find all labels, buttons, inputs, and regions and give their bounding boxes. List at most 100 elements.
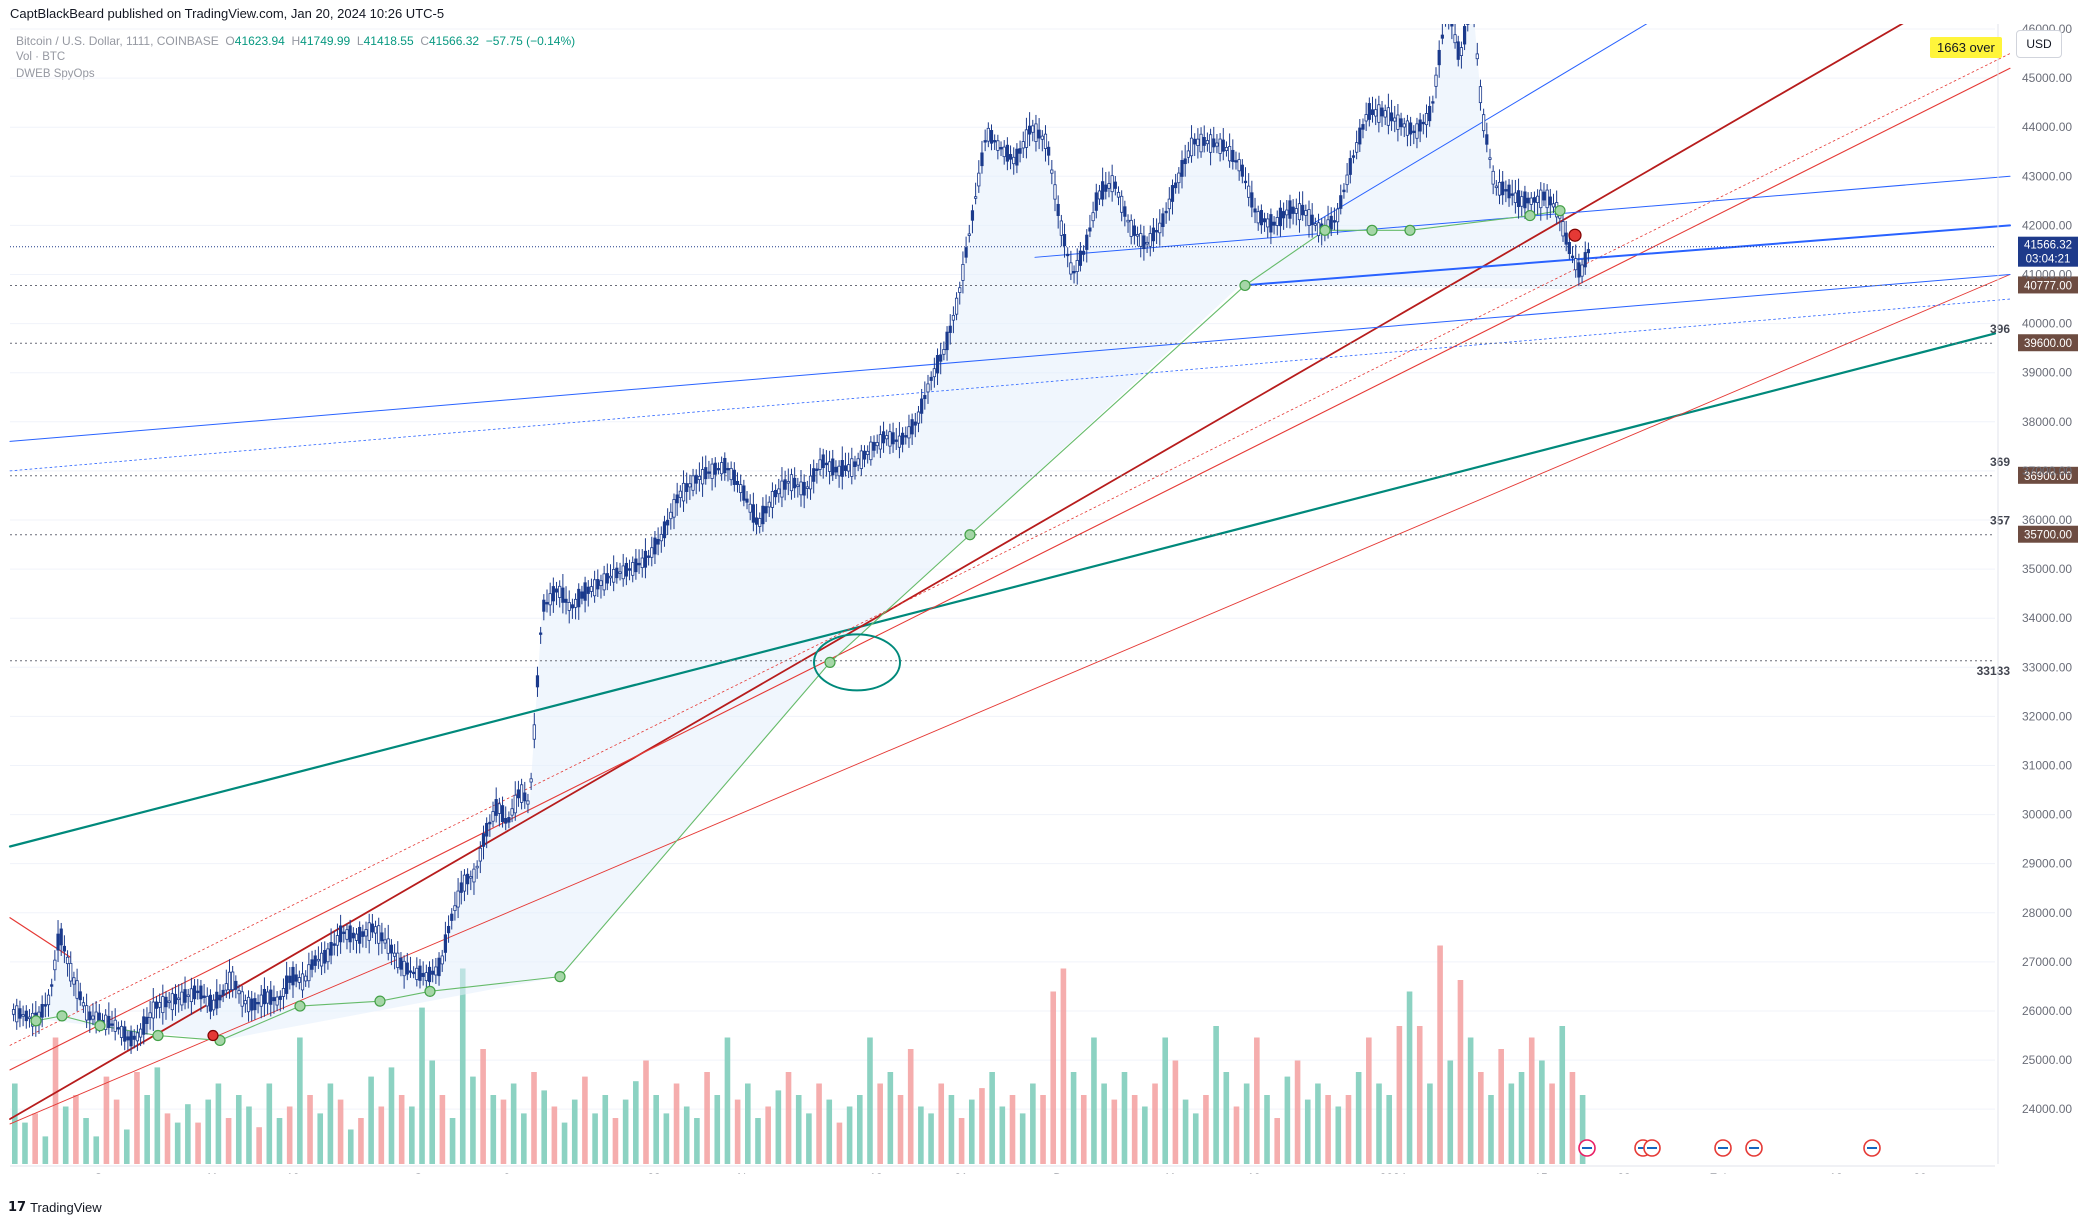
volume-bar — [83, 1118, 89, 1164]
intersection-ellipse — [813, 633, 901, 692]
time-tick-label: Dec — [1053, 1171, 1074, 1174]
volume-bar — [683, 1106, 690, 1164]
candle-body — [1507, 184, 1511, 199]
candle-body — [681, 482, 686, 502]
candle-body — [72, 977, 76, 985]
volume-bar — [256, 1127, 262, 1164]
footer-brand[interactable]: 17 TradingView — [8, 1200, 102, 1215]
volume-bar — [1070, 1072, 1077, 1164]
volume-bar — [1254, 1037, 1260, 1164]
candle-body — [974, 196, 978, 199]
candle-body — [754, 517, 759, 525]
candle-body — [634, 558, 638, 573]
candle-body — [1580, 264, 1584, 277]
candle-body — [1262, 218, 1267, 223]
price-axis[interactable]: 24000.00 25000.00 26000.00 27000.00 28000.00… — [1997, 24, 2072, 1164]
candle-body — [729, 468, 733, 481]
candle-body — [170, 993, 174, 1011]
candle-body — [558, 585, 562, 598]
candle-body — [758, 518, 762, 527]
candle-body — [1367, 103, 1371, 120]
candle-body — [608, 575, 613, 579]
candle-body — [1431, 101, 1435, 104]
volume-bar — [948, 1095, 955, 1164]
candle-body — [1053, 184, 1057, 200]
candle-body — [437, 957, 441, 977]
red-trend-line-lower — [9, 274, 2011, 1125]
candle-body — [1256, 211, 1260, 224]
volume-bar — [704, 1072, 710, 1164]
time-axis[interactable]: Sep 11 19 Oct 9 23 Nov 13 21 Dec 11 19 2024 15 23 Feb 12… — [10, 1139, 1995, 1174]
spyops-indicator-label[interactable]: DWEB SpyOps — [16, 68, 95, 80]
candle-body — [1155, 229, 1159, 233]
candle-body — [796, 484, 800, 487]
volume-bar — [836, 1122, 843, 1164]
candle-body — [783, 479, 787, 490]
candle-body — [726, 468, 730, 471]
candle-body — [707, 471, 711, 474]
pivot-marker — [294, 1000, 306, 1012]
candle-body — [872, 441, 876, 451]
candle-body — [1024, 129, 1029, 148]
candle-body — [894, 439, 898, 442]
candle-body — [856, 458, 860, 466]
candle-body — [913, 421, 917, 426]
candle-body — [589, 586, 594, 592]
symbol-name[interactable]: Bitcoin / U.S. Dollar, 1111, COINBASE — [16, 34, 219, 48]
candle-body — [335, 935, 340, 946]
volume-bar — [968, 1099, 975, 1164]
candle-body — [1364, 114, 1368, 122]
candle-body — [875, 442, 879, 447]
volume-bar — [1498, 1049, 1504, 1164]
volume-bar — [449, 1118, 456, 1164]
candle-body — [659, 533, 663, 542]
volume-bar — [826, 1099, 833, 1164]
price-tick-label: 29000.00 — [2022, 857, 2072, 871]
candle-body — [1548, 196, 1552, 206]
candles — [11, 24, 1591, 1054]
time-tick-label: 20 — [1913, 1171, 1927, 1174]
candle-body — [1275, 217, 1279, 226]
candle-body — [672, 499, 676, 518]
candle-body — [424, 972, 428, 982]
time-tick-label: 11 — [1164, 1171, 1177, 1174]
candle-body — [281, 988, 286, 997]
volume-bar — [73, 1095, 79, 1164]
candle-body — [132, 1035, 136, 1040]
candle-body — [212, 999, 216, 1011]
candle-body — [402, 960, 406, 977]
volume-bar — [1304, 1099, 1311, 1164]
pivot-marker — [1524, 209, 1536, 222]
candle-body — [897, 435, 902, 448]
volume-bar — [459, 968, 466, 1164]
candle-body — [1097, 190, 1102, 200]
candle-body — [1348, 158, 1352, 175]
candle-body — [113, 1019, 117, 1032]
candle-body — [745, 498, 749, 503]
candle-body — [1370, 109, 1375, 115]
volume-bar — [856, 1095, 863, 1164]
candle-body — [977, 172, 981, 187]
candle-body — [1145, 241, 1149, 245]
candle-body — [1002, 146, 1006, 158]
price-tick-label: 32000.00 — [2022, 709, 2072, 723]
price-chart[interactable]: 40777.00 39600.00 396 36900.00 369 35700.00 35… — [0, 24, 2091, 1174]
currency-selector[interactable]: USD — [2016, 30, 2062, 58]
candle-body — [1139, 233, 1143, 247]
volume-bar — [673, 1083, 680, 1164]
volume-bar — [561, 1122, 568, 1164]
candle-body — [561, 587, 565, 603]
pivot-marker — [1319, 224, 1331, 236]
candle-body — [539, 632, 543, 635]
open-value: 41623.94 — [234, 34, 285, 48]
price-tick-label: 40000.00 — [2022, 317, 2072, 331]
candle-body — [834, 466, 838, 473]
volume-bar — [1243, 1083, 1250, 1164]
volume-bar — [928, 1113, 934, 1164]
candle-body — [805, 486, 809, 489]
volume-bar — [785, 1072, 792, 1164]
candle-body — [1040, 135, 1044, 140]
candle-body — [942, 349, 946, 355]
candle-body — [510, 808, 514, 816]
volume-indicator-label[interactable]: Vol · BTC — [16, 51, 66, 63]
